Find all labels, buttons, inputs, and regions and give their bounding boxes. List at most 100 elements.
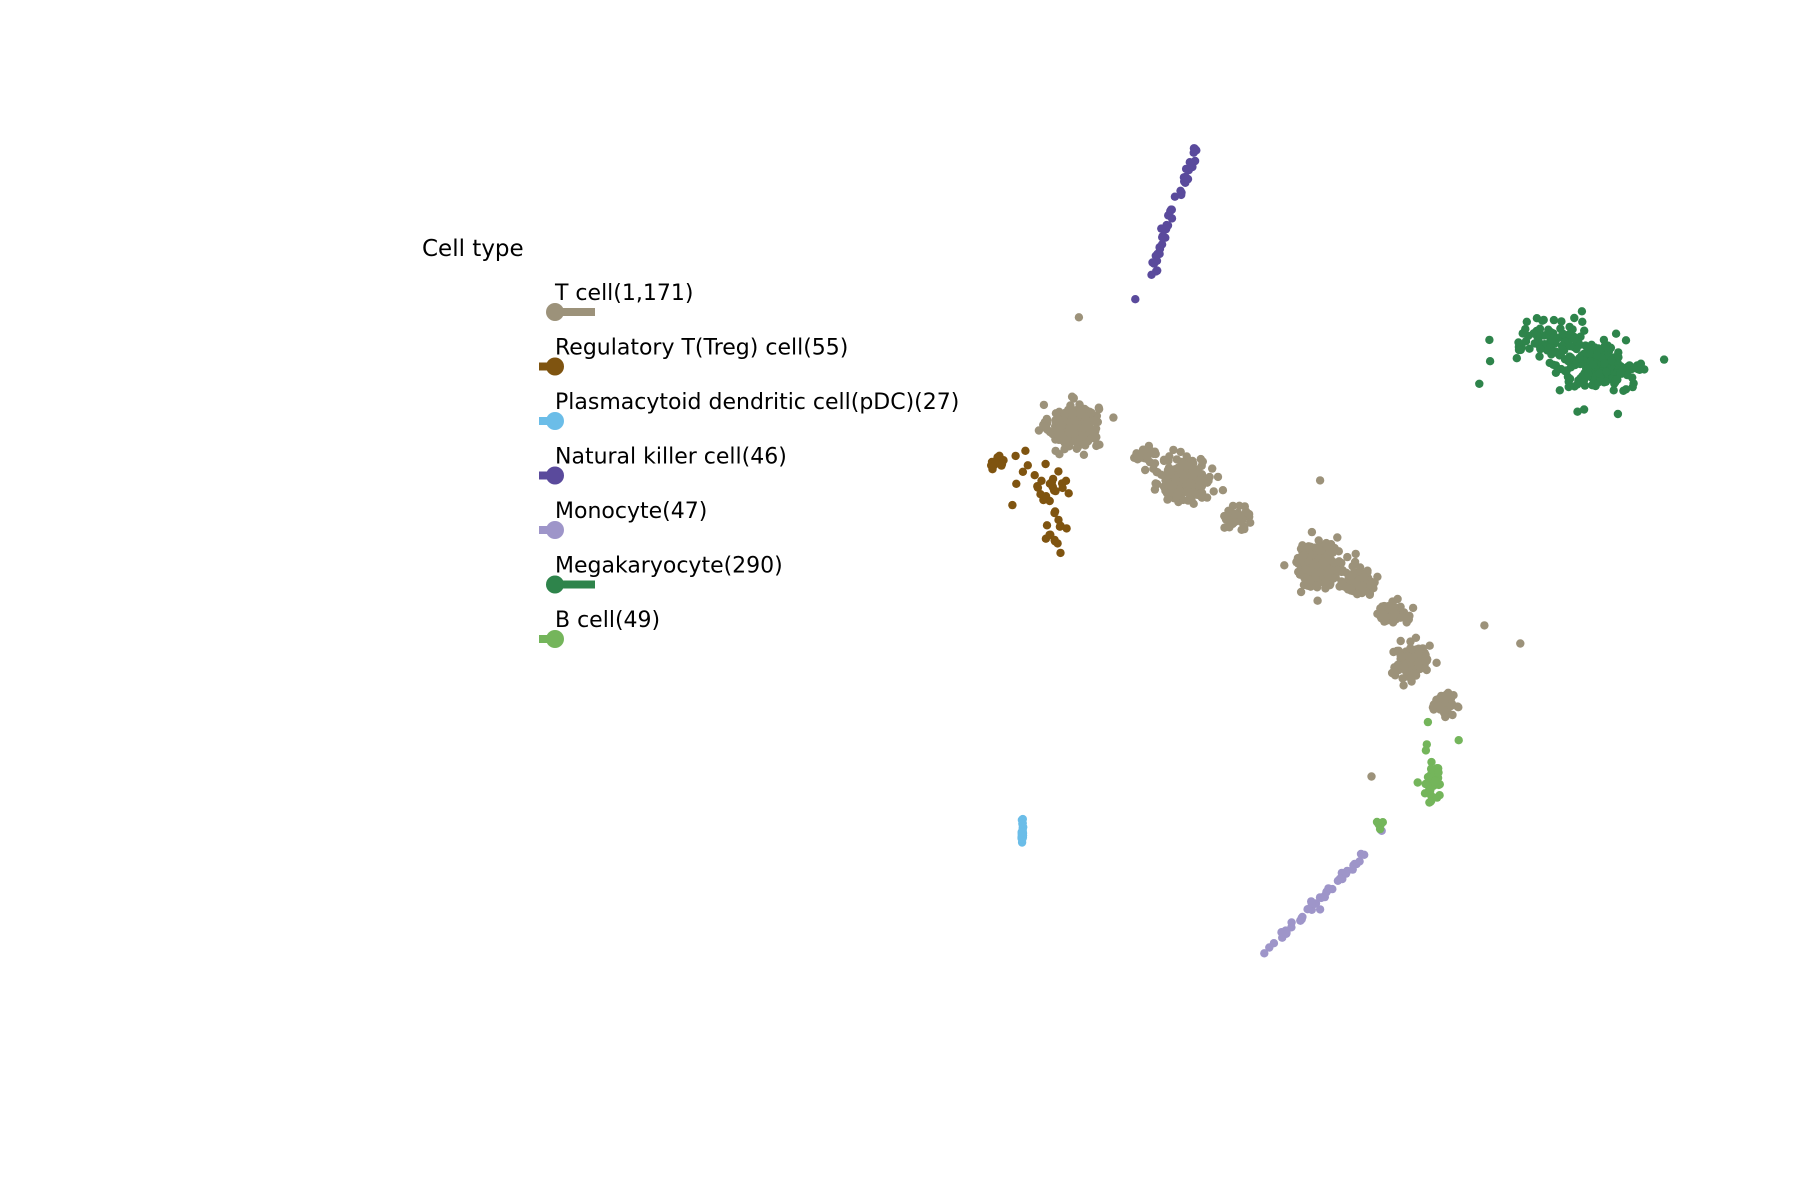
scatter-point xyxy=(1305,543,1314,552)
scatter-point xyxy=(1299,551,1308,560)
scatter-point xyxy=(1413,778,1422,787)
scatter-point xyxy=(1307,898,1316,908)
scatter-point xyxy=(1298,541,1307,550)
scatter-point xyxy=(1204,476,1213,485)
scatter-point xyxy=(1150,485,1160,494)
scatter-point xyxy=(1333,876,1343,885)
scatter-point xyxy=(1185,494,1194,503)
scatter-point xyxy=(1056,428,1065,438)
scatter-point xyxy=(1058,483,1067,493)
scatter-point xyxy=(1311,569,1320,579)
legend-swatch-dot xyxy=(546,357,564,376)
scatter-point xyxy=(1172,455,1182,464)
scatter-point xyxy=(1018,819,1027,829)
scatter-point xyxy=(1190,468,1199,478)
scatter-point xyxy=(1446,701,1455,710)
legend-swatch-dot xyxy=(546,575,564,594)
scatter-point xyxy=(1045,427,1055,437)
scatter-point xyxy=(1176,447,1185,457)
scatter-point xyxy=(1583,369,1593,378)
scatter-point xyxy=(1616,368,1625,378)
scatter-point xyxy=(1297,915,1306,924)
scatter-point xyxy=(1296,587,1306,597)
scatter-point xyxy=(1398,674,1407,683)
scatter-point xyxy=(1399,681,1408,690)
scatter-point xyxy=(1421,746,1431,755)
scatter-point xyxy=(997,459,1007,469)
scatter-point xyxy=(1575,354,1584,363)
scatter-point xyxy=(1341,868,1351,877)
scatter-point xyxy=(1294,567,1303,577)
scatter-point xyxy=(1179,475,1188,484)
scatter-point xyxy=(1018,467,1028,476)
scatter-point xyxy=(1228,501,1238,511)
scatter-point xyxy=(1313,596,1322,605)
scatter-point xyxy=(1573,407,1582,416)
scatter-point xyxy=(1209,487,1218,496)
scatter-point xyxy=(1287,918,1296,927)
scatter-point xyxy=(1068,408,1077,417)
scatter-point xyxy=(1607,355,1616,365)
scatter-point xyxy=(1423,717,1433,727)
scatter-point xyxy=(1173,487,1183,497)
scatter-point xyxy=(1292,557,1301,567)
scatter-point xyxy=(1396,636,1405,646)
legend-item: B cell(49) xyxy=(539,608,660,648)
scatter-point xyxy=(1453,702,1462,711)
scatter-point xyxy=(1602,367,1611,376)
scatter-point xyxy=(1434,768,1443,777)
scatter-point xyxy=(1170,192,1180,201)
scatter-point xyxy=(1317,893,1326,903)
scatter-point xyxy=(1426,785,1435,795)
scatter-point xyxy=(1600,359,1609,368)
scatter-point xyxy=(1570,334,1579,343)
scatter-point xyxy=(1062,524,1071,533)
scatter-point xyxy=(1557,317,1566,326)
scatter-point xyxy=(1348,865,1357,874)
scatter-point xyxy=(1521,337,1531,346)
scatter-point xyxy=(1355,563,1365,572)
scatter-point xyxy=(1131,295,1140,304)
scatter-point xyxy=(1282,928,1291,938)
scatter-point xyxy=(1260,949,1269,958)
scatter-point xyxy=(1075,404,1085,413)
scatter-point xyxy=(1346,576,1355,585)
scatter-point xyxy=(1229,518,1239,527)
scatter-point xyxy=(1328,548,1337,557)
scatter-point xyxy=(1549,315,1559,325)
scatter-point xyxy=(1318,557,1328,566)
legend-item: Regulatory T(Treg) cell(55) xyxy=(539,336,848,376)
scatter-point xyxy=(1078,431,1088,441)
scatter-point xyxy=(1023,461,1032,470)
scatter-point xyxy=(1585,349,1595,358)
scatter-point xyxy=(1375,824,1385,834)
scatter-point xyxy=(1578,378,1588,387)
scatter-point xyxy=(1427,757,1436,767)
scatter-point xyxy=(1153,266,1162,275)
scatter-point xyxy=(1333,533,1342,542)
scatter-point xyxy=(1087,433,1097,443)
scatter-point xyxy=(1426,797,1435,806)
scatter-point xyxy=(1516,639,1525,648)
scatter-point xyxy=(1350,557,1360,567)
scatter-point xyxy=(1213,472,1223,482)
scatter-point xyxy=(1280,561,1289,570)
scatter-point xyxy=(1334,557,1344,566)
scatter-point xyxy=(1061,438,1070,447)
scatter-point xyxy=(1163,489,1172,498)
scatter-point xyxy=(1535,352,1544,361)
scatter-point xyxy=(1265,943,1274,952)
scatter-point xyxy=(1070,428,1079,437)
legend-label: T cell(1,171) xyxy=(554,281,693,306)
scatter-point xyxy=(1246,518,1255,527)
scatter-point xyxy=(1590,343,1600,352)
scatter-point xyxy=(1088,427,1098,436)
scatter-point xyxy=(1400,662,1409,671)
scatter-point xyxy=(1391,609,1400,619)
scatter-point xyxy=(1041,421,1051,430)
scatter-point xyxy=(1548,336,1557,345)
scatter-point xyxy=(1578,317,1587,326)
scatter-point xyxy=(1304,580,1313,589)
legend-item: Monocyte(47) xyxy=(539,499,707,539)
scatter-point xyxy=(1151,479,1160,488)
